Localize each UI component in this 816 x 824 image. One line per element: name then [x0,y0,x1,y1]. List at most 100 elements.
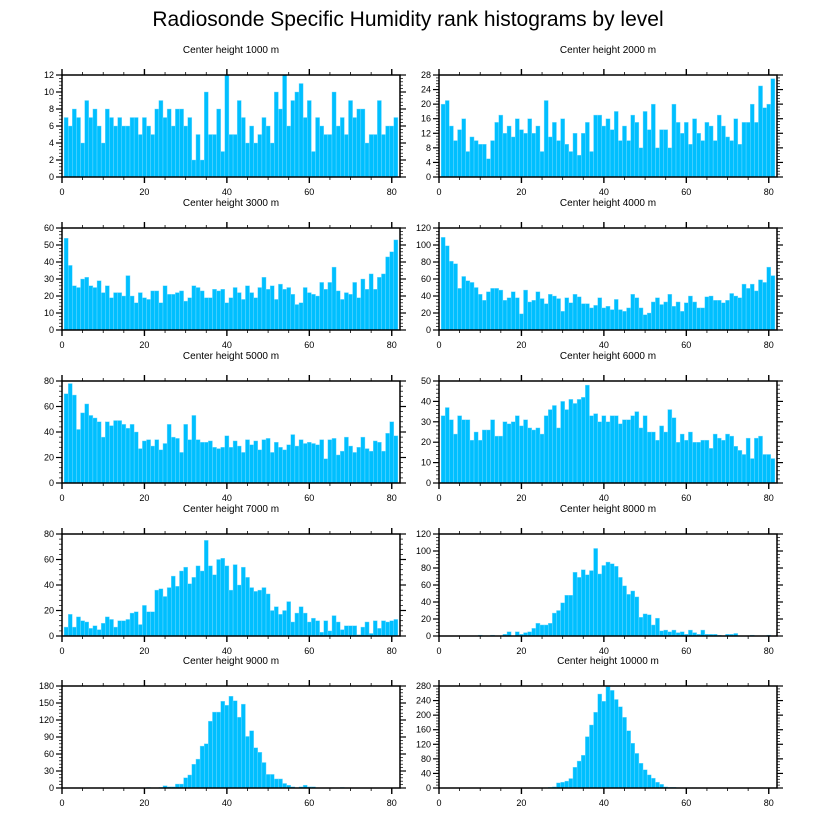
histogram-bar [257,752,263,789]
histogram-bar [175,108,180,178]
histogram-bar [593,114,598,178]
histogram-bar [655,147,660,178]
histogram-bar [274,606,279,637]
x-tick-label: 40 [222,646,232,656]
histogram-bar [457,129,462,178]
histogram-bar [659,129,664,178]
histogram-bar [444,407,450,484]
histogram-bar [158,449,164,484]
histogram-bar [183,125,188,178]
histogram-bar [261,277,267,331]
histogram-bar [195,134,201,178]
histogram-bar [548,136,553,178]
y-tick-label: 80 [44,529,54,539]
histogram-bar [589,415,594,484]
histogram-bar [232,700,238,789]
histogram-bar [96,125,102,178]
histogram-bar [307,100,312,178]
histogram-bar [733,118,739,178]
histogram-bar [150,134,155,178]
histogram-bar [113,125,118,178]
histogram-bar [344,134,349,178]
histogram-bar [659,425,664,484]
histogram-bar [373,289,378,331]
histogram-bar [564,297,570,331]
histogram-bar [688,431,693,484]
histogram-bar [72,394,77,484]
histogram-bar [527,427,532,484]
x-tick-label: 0 [436,493,441,503]
histogram-bar [105,421,110,484]
histogram-bar [642,415,648,484]
histogram-bar [552,295,557,331]
histogram-bar [381,134,386,178]
histogram-bar [117,420,122,484]
histogram-bar [298,439,304,484]
histogram-bar [323,620,329,637]
histogram-bar [125,427,131,484]
histogram-bar [96,629,102,637]
histogram-bar [510,291,516,331]
histogram-bar [385,125,390,178]
histogram-bar [162,117,168,178]
histogram-bar [154,439,160,484]
histogram-bar [133,611,139,637]
histogram-bar [241,299,246,331]
histogram-bar [290,434,296,484]
histogram-bar [352,625,357,637]
histogram-bar [568,399,574,484]
histogram-bar [385,256,390,331]
histogram-bar [745,122,751,178]
histogram-bar [646,431,652,484]
y-tick-label: 0 [49,783,54,793]
histogram-bar [269,774,275,789]
histogram-bar [121,620,127,637]
histogram-bar [278,614,283,637]
histogram-bar [556,427,561,484]
histogram-bar [389,251,395,331]
histogram-bar [597,421,603,484]
histogram-bar [100,623,106,637]
y-tick-label: 20 [421,99,431,109]
histogram-bar [368,273,374,331]
histogram-bar [158,302,164,331]
histogram-bar [241,703,246,789]
histogram-bar [642,314,648,331]
histogram-bar [381,620,386,637]
histogram-bar [737,297,743,331]
histogram-bar [257,134,263,178]
histogram-bar [535,125,541,178]
x-tick-label: 20 [516,493,526,503]
histogram-bar [613,415,619,484]
histogram-bar [581,755,586,789]
histogram-bar [146,439,151,484]
histogram-bar [327,134,333,178]
histogram-bar [228,696,234,789]
histogram-bar [560,311,565,331]
histogram-bar [294,304,300,331]
x-tick-label: 80 [387,493,397,503]
histogram-bar [88,117,94,178]
histogram-bar [105,616,110,637]
histogram-bar [195,287,201,331]
histogram-bar [265,289,271,331]
histogram-bar [138,134,143,178]
x-tick-label: 0 [59,340,64,350]
histogram-bar [121,424,127,484]
x-tick-label: 40 [599,798,609,808]
x-tick-label: 60 [681,798,691,808]
histogram-bar [560,781,565,789]
x-tick-label: 0 [436,798,441,808]
histogram-bar [208,297,213,331]
histogram-bar [253,142,258,178]
histogram-bar [385,433,390,484]
histogram-bar [568,595,574,637]
histogram-bar [750,283,755,331]
histogram-bar [585,303,590,331]
y-tick-label: 0 [426,783,431,793]
histogram-bar [191,577,197,637]
panel-10: Center height 10000 m 0 20 40 60 80 0 40 80 120 16… [416,656,783,808]
y-tick-label: 0 [49,478,54,488]
histogram-bar [667,147,673,178]
histogram-bar [340,629,345,637]
